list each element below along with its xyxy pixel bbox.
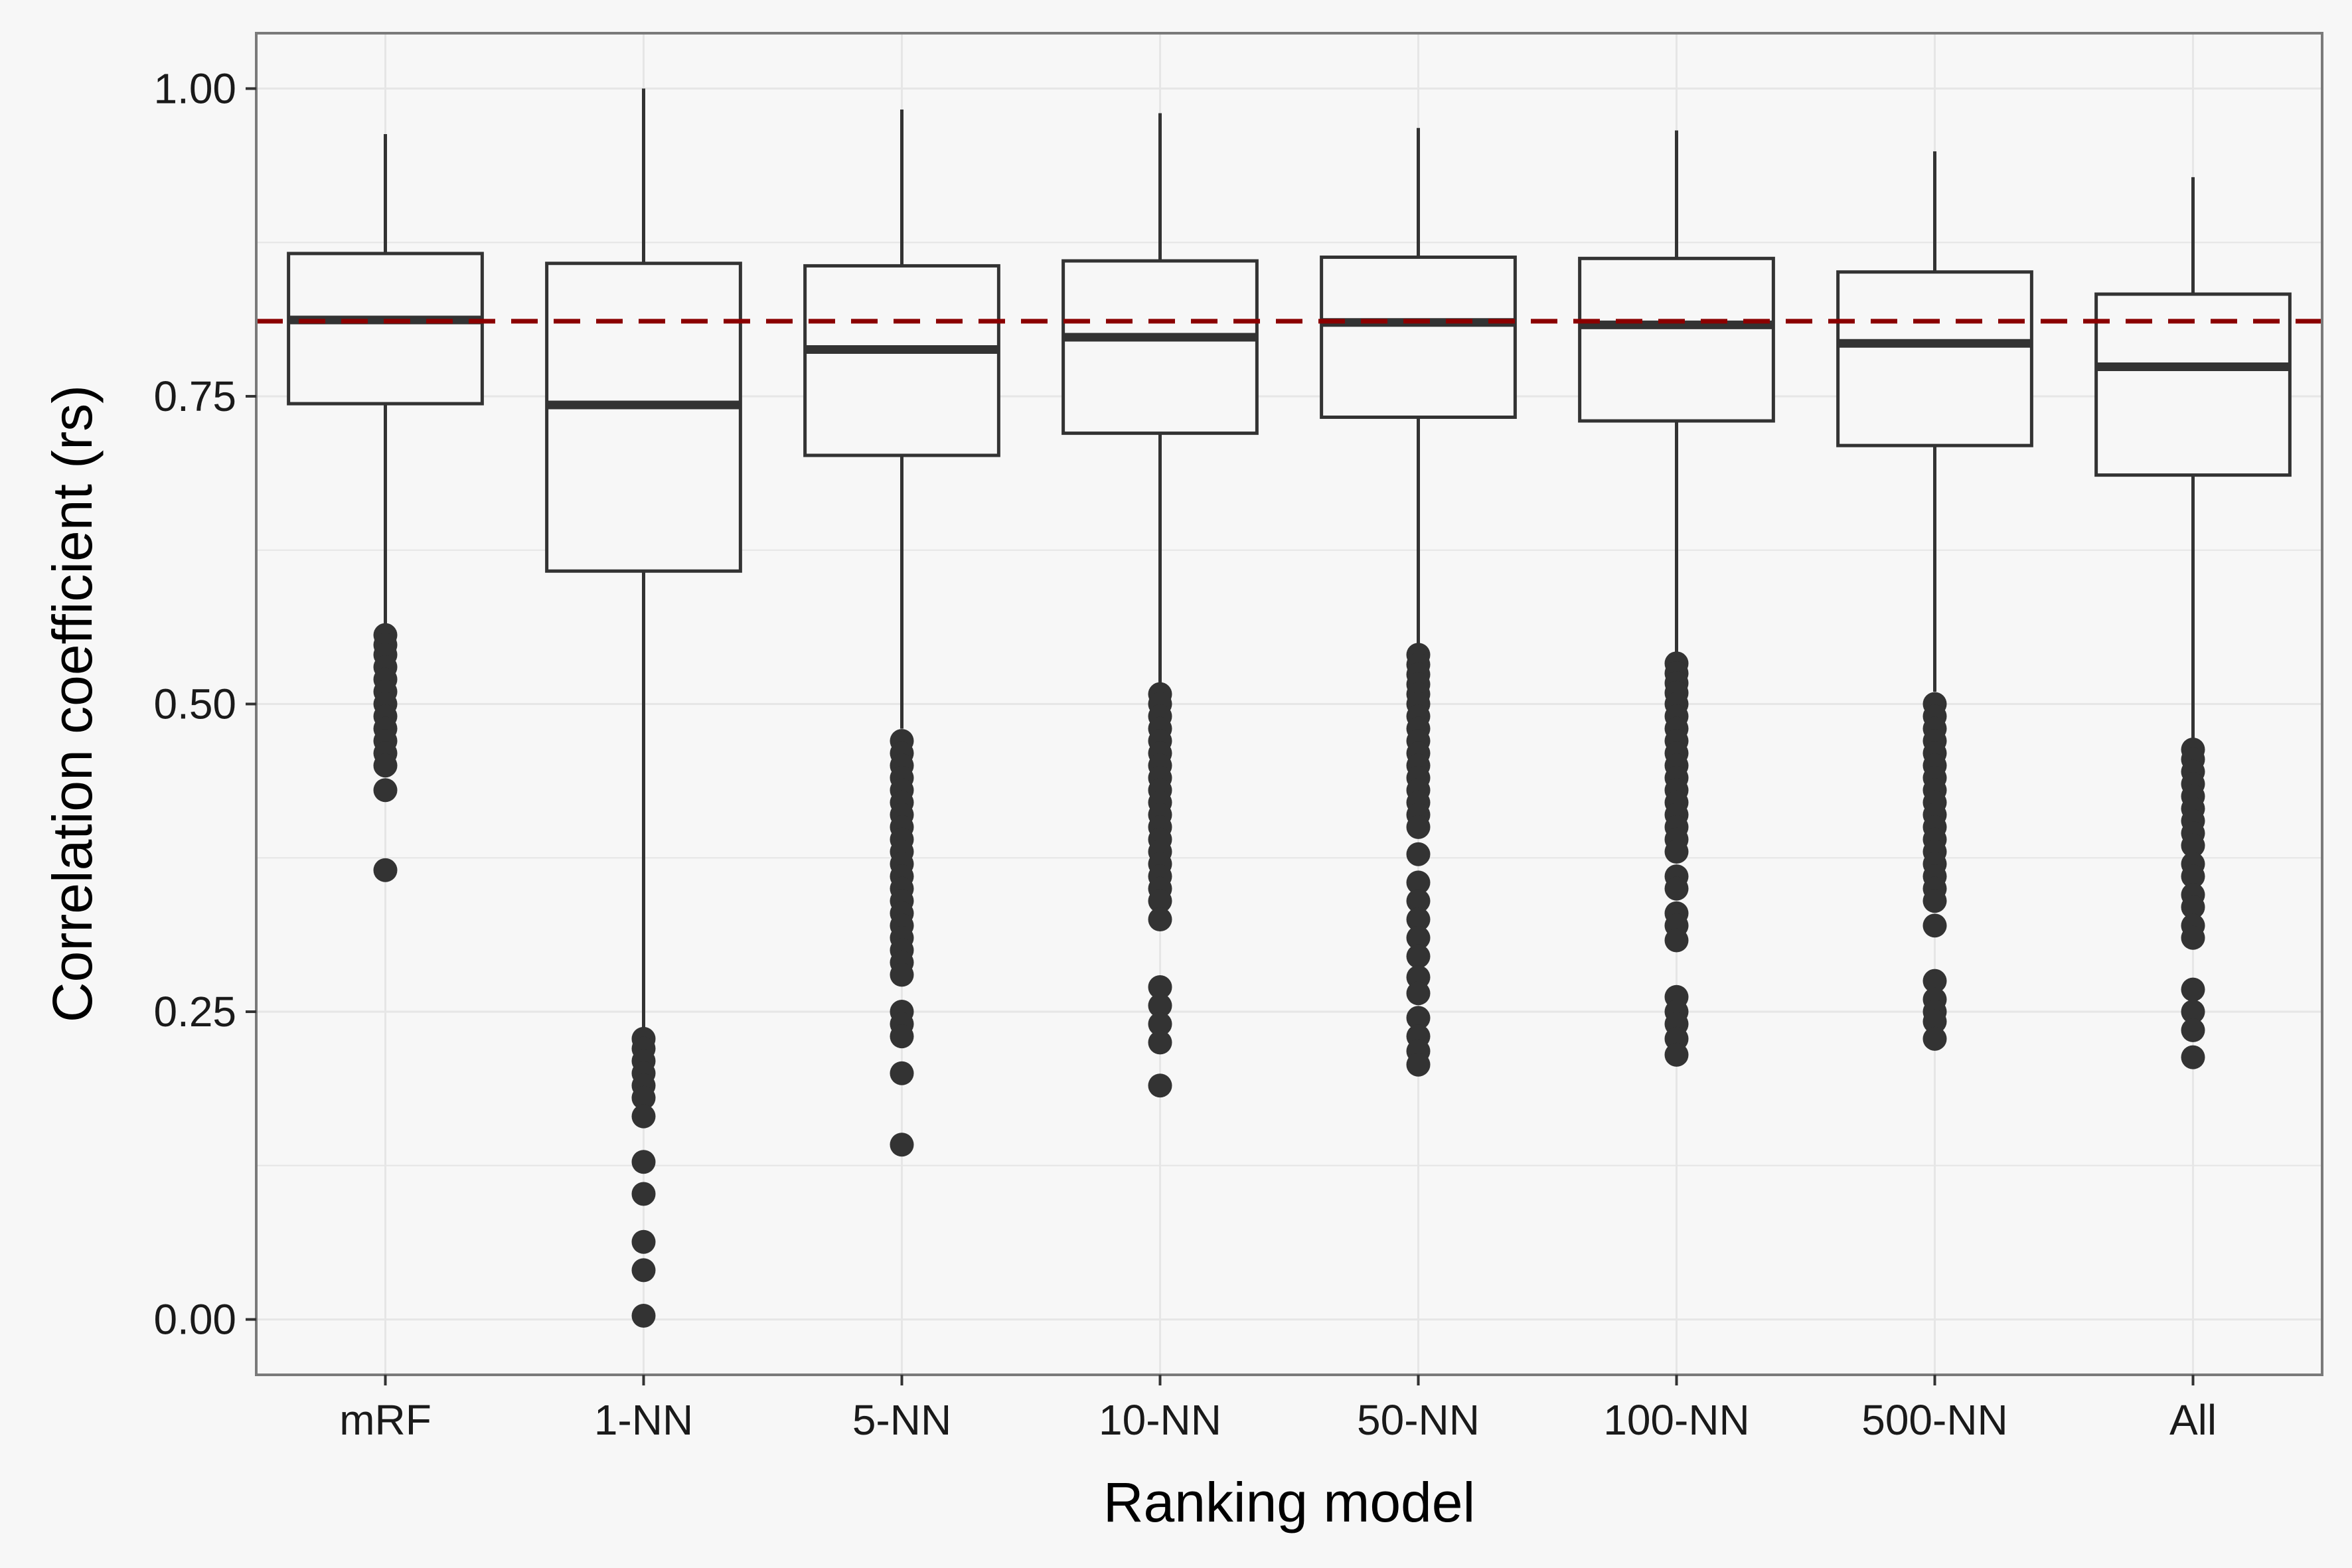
axes: 0.00 0.25 0.50 0.75 1.00 mRF 1-NN 5-NN 10-NN 50-N…: [153, 64, 2217, 1444]
y-axis-title: Correlation coefficient (rs): [41, 385, 104, 1022]
outlier-point: [1922, 1026, 1947, 1051]
outlier-point: [631, 1182, 656, 1206]
outlier-point: [1148, 1030, 1172, 1055]
x-tick-label: mRF: [339, 1396, 431, 1444]
outlier-point: [1406, 925, 1431, 950]
box-500-NN: [1836, 151, 2033, 1051]
outlier-point: [1148, 975, 1172, 999]
outlier-point: [1406, 870, 1431, 895]
outlier-point: [2181, 977, 2205, 1002]
outlier-point: [1406, 981, 1431, 1006]
outlier-point: [2181, 1018, 2205, 1042]
outlier-point: [2181, 925, 2205, 950]
outlier-point: [1664, 839, 1689, 864]
outlier-point: [631, 1104, 656, 1129]
outlier-point: [2181, 833, 2205, 858]
outlier-point: [2181, 864, 2205, 889]
outlier-point: [373, 858, 398, 882]
x-tick-label: 500-NN: [1861, 1396, 2008, 1444]
box-iqr: [1836, 270, 2033, 447]
outlier-point: [1922, 1009, 1947, 1034]
x-axis-title: Ranking model: [1103, 1471, 1475, 1533]
outlier-point: [2181, 895, 2205, 919]
outlier-point: [631, 1229, 656, 1254]
outlier-point: [890, 963, 914, 987]
outlier-point: [1406, 889, 1431, 913]
box-5-NN: [803, 109, 1000, 1157]
box-iqr: [803, 264, 1000, 457]
outlier-point: [890, 1061, 914, 1085]
outlier-point: [1406, 907, 1431, 931]
x-tick-label: 5-NN: [852, 1396, 951, 1444]
box-1-NN: [545, 88, 742, 1328]
outlier-point: [631, 1085, 656, 1110]
y-tick-label: 0.25: [153, 988, 236, 1036]
box-iqr: [1061, 259, 1259, 435]
outlier-point: [1148, 1073, 1172, 1098]
outlier-point: [1406, 842, 1431, 866]
outlier-point: [1406, 944, 1431, 969]
outlier-point: [1922, 913, 1947, 938]
outlier-point: [1148, 889, 1172, 913]
outlier-point: [631, 1150, 656, 1174]
box-mRF: [287, 134, 484, 882]
outlier-point: [1406, 1052, 1431, 1077]
box-All: [2094, 177, 2292, 1069]
outlier-point: [2181, 1000, 2205, 1024]
box-iqr: [1578, 256, 1775, 423]
outlier-point: [890, 1024, 914, 1049]
outlier-point: [1406, 1006, 1431, 1030]
outlier-point: [1148, 907, 1172, 931]
y-tick-label: 0.00: [153, 1296, 236, 1344]
outlier-point: [1406, 815, 1431, 839]
box-iqr: [545, 262, 742, 573]
outlier-point: [1922, 969, 1947, 993]
box-series: [287, 88, 2292, 1328]
outlier-point: [1148, 1012, 1172, 1036]
outlier-point: [373, 778, 398, 803]
x-tick-label: 100-NN: [1603, 1396, 1750, 1444]
outlier-point: [1148, 993, 1172, 1018]
outlier-point: [373, 753, 398, 778]
y-tick-label: 0.50: [153, 680, 236, 728]
x-tick-label: 10-NN: [1099, 1396, 1221, 1444]
box-iqr: [1320, 255, 1517, 419]
outlier-point: [1664, 928, 1689, 953]
x-tick-label: 50-NN: [1357, 1396, 1480, 1444]
outlier-point: [631, 1304, 656, 1328]
box-50-NN: [1320, 127, 1517, 1077]
outlier-point: [1664, 876, 1689, 901]
box-100-NN: [1578, 130, 1775, 1067]
y-tick-label: 1.00: [153, 64, 236, 112]
outlier-point: [631, 1258, 656, 1283]
outlier-point: [1664, 1042, 1689, 1067]
outlier-point: [1922, 889, 1947, 913]
x-tick-label: 1-NN: [594, 1396, 693, 1444]
y-tick-label: 0.75: [153, 372, 236, 420]
outlier-point: [890, 1133, 914, 1157]
box-10-NN: [1061, 113, 1259, 1098]
box-iqr: [2094, 292, 2292, 477]
x-tick-label: All: [2169, 1396, 2217, 1444]
box-iqr: [287, 252, 484, 406]
outlier-point: [2181, 1045, 2205, 1069]
